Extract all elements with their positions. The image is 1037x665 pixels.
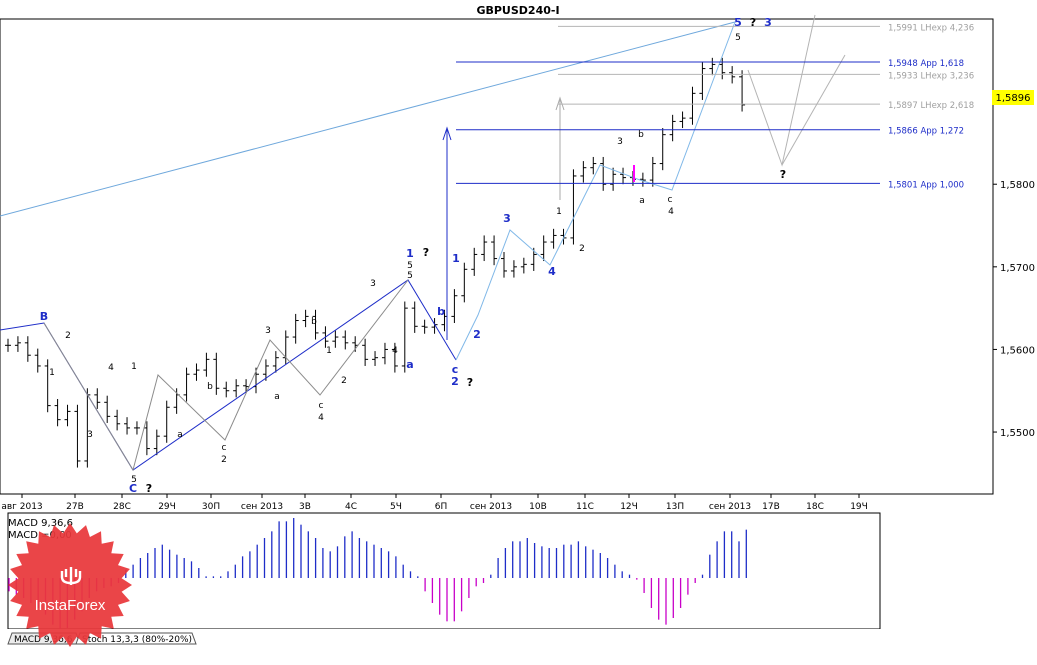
wave-label: c	[319, 401, 324, 411]
price-plot-border	[0, 18, 994, 495]
wave-label: 1	[452, 252, 460, 265]
level-label: 1,5801 App 1,000	[888, 180, 964, 190]
level-label: 1,5866 App 1,272	[888, 127, 964, 137]
target-arrow-grey-head	[555, 96, 565, 111]
wave-label: 2	[65, 331, 71, 341]
macd-legend-1: MACD 9,36,6	[8, 518, 73, 529]
level-label: 1,5991 LHexp 4,236	[888, 23, 974, 33]
wave-label: 2	[473, 328, 481, 341]
x-tick-label: сен 2013	[241, 502, 283, 512]
wave-label: 1	[131, 362, 137, 372]
x-tick-label: 18С	[806, 502, 824, 512]
wave-label: 3	[265, 326, 271, 336]
wave-label: ?	[750, 16, 756, 29]
y-tick-label: 1,5600	[1000, 345, 1035, 356]
wave-label: 1	[49, 368, 55, 378]
indicator-tab-stoch-label: Stoch 13,3,3 (80%-20%)	[82, 635, 192, 645]
wave-label: 4	[392, 346, 398, 356]
wave-label: 3	[87, 430, 93, 440]
wave-label: c	[222, 443, 227, 453]
x-tick-label: авг 2013	[1, 502, 42, 512]
wave-label: 5	[131, 475, 137, 485]
wave-label: 5	[407, 271, 413, 281]
level-label: 1,5948 App 1,618	[888, 59, 964, 69]
wave-label: a	[639, 196, 645, 206]
x-tick-label: 28С	[113, 502, 131, 512]
fib-levels: 1,5991 LHexp 4,236 1,5948 App 1,618 1,5933…	[456, 23, 974, 190]
x-tick-label: 6П	[435, 502, 448, 512]
wave-label: ?	[780, 168, 786, 181]
wave-path-secondary	[43, 279, 409, 472]
wave-label: 3	[370, 279, 376, 289]
wave-label: 1	[326, 346, 332, 356]
wave-label: 2	[451, 375, 459, 388]
wave-label: C	[129, 482, 137, 495]
x-tick-label: 5Ч	[390, 502, 402, 512]
wave-label: 5	[734, 16, 742, 29]
price-axis: 1,5800 1,5700 1,5600 1,5500	[993, 180, 1035, 439]
wave-label: b	[207, 382, 213, 392]
current-price-badge	[992, 90, 1034, 105]
wave-label: 1	[556, 207, 562, 217]
wave-label: c	[668, 195, 673, 205]
wave-label: 3	[764, 16, 772, 29]
brand-name: InstaForex	[35, 597, 106, 614]
projection-path-b	[781, 54, 846, 166]
x-tick-label: 3В	[299, 502, 311, 512]
x-tick-label: 10В	[529, 502, 547, 512]
trend-line	[0, 21, 736, 217]
wave-label: ?	[467, 376, 473, 389]
wave-label: 3	[617, 137, 623, 147]
wave-label: 4	[108, 363, 114, 373]
wave-label: a	[274, 392, 280, 402]
indicator-tab-macd-label: MACD 9,36,6	[14, 635, 73, 645]
x-tick-label: 19Ч	[850, 502, 868, 512]
y-tick-label: 1,5500	[1000, 428, 1035, 439]
x-tick-label: 29Ч	[158, 502, 176, 512]
wave-label: a	[406, 358, 413, 371]
wave-label: b	[311, 317, 317, 327]
current-price-label: 1,5896	[996, 93, 1031, 104]
x-tick-label: 11С	[576, 502, 594, 512]
x-tick-label: сен 2013	[709, 502, 751, 512]
logo-icon	[60, 567, 82, 585]
x-tick-label: 17В	[762, 502, 780, 512]
wave-label: ?	[423, 246, 429, 259]
level-label: 1,5897 LHexp 2,618	[888, 101, 974, 111]
x-tick-label: 4С	[345, 502, 357, 512]
price-chart	[0, 14, 846, 472]
y-tick-label: 1,5700	[1000, 263, 1035, 274]
wave-label: 2	[221, 455, 227, 465]
y-tick-label: 1,5800	[1000, 180, 1035, 191]
wave-label: 4	[318, 413, 324, 423]
wave-label: 5	[407, 261, 413, 271]
x-tick-label: 27В	[66, 502, 84, 512]
wave-label: B	[40, 310, 48, 323]
wave-label: 4	[548, 265, 556, 278]
time-axis: авг 2013 27В 28С 29Ч 30П сен 2013 3В 4С 5Ч 6П сен …	[1, 494, 868, 512]
wave-label: 3	[503, 212, 511, 225]
chart-title: GBPUSD240-I	[476, 4, 559, 17]
wave-label: b	[638, 130, 644, 140]
wave-label: 5	[735, 33, 741, 43]
wave-label: 1	[406, 247, 414, 260]
x-tick-label: 30П	[202, 502, 220, 512]
wave-label: a	[177, 430, 183, 440]
wave-label: 2	[341, 376, 347, 386]
level-label: 1,5933 LHexp 3,236	[888, 71, 974, 81]
x-tick-label: 13П	[666, 502, 684, 512]
instaforex-logo: InstaForex	[8, 523, 132, 647]
target-arrow-head	[442, 126, 452, 141]
x-tick-label: 12Ч	[620, 502, 638, 512]
wave-path-tertiary	[455, 21, 736, 361]
x-tick-label: сен 2013	[470, 502, 512, 512]
wave-label: 2	[579, 244, 585, 254]
wave-label: ?	[146, 482, 152, 495]
wave-label: 4	[668, 207, 674, 217]
wave-label: c	[452, 363, 459, 376]
wave-label: b	[437, 305, 445, 318]
